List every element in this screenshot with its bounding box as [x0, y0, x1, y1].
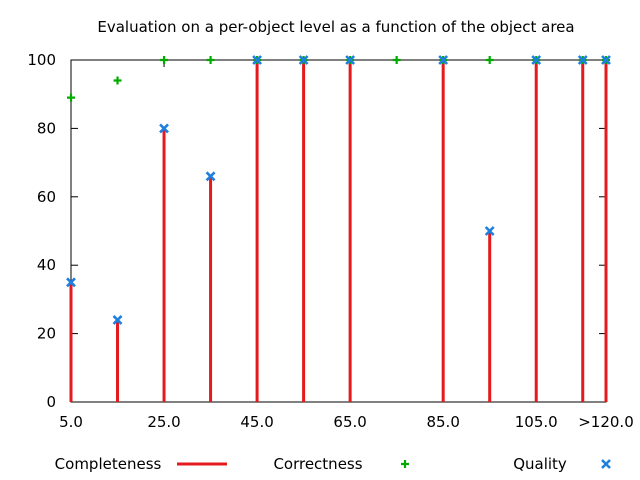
impulses — [69, 60, 608, 402]
quality-marker — [484, 226, 495, 236]
x-tick-label: 105.0 — [515, 413, 558, 431]
legend: Completeness Correctness Quality — [55, 455, 611, 473]
axis-ticks: 0 20 40 60 80 100 5.0 25.0 45.0 65.0 85.0 105.0 >120… — [27, 51, 633, 431]
quality-marker — [66, 277, 76, 288]
y-tick-label: 20 — [37, 325, 56, 343]
quality-marker — [252, 55, 263, 65]
markers — [66, 55, 611, 325]
correctness-marker — [160, 56, 169, 64]
chart-title: Evaluation on a per-object level as a fu… — [97, 18, 574, 36]
quality-marker — [298, 55, 309, 65]
x-tick-label: 65.0 — [333, 413, 366, 431]
y-tick-label: 60 — [37, 188, 56, 206]
quality-marker — [159, 123, 169, 134]
legend-label-quality: Quality — [513, 455, 567, 473]
legend-label-correctness: Correctness — [273, 455, 362, 473]
y-tick-label: 40 — [37, 256, 56, 274]
quality-marker — [577, 55, 588, 65]
legend-swatch-correctness — [401, 460, 409, 468]
y-tick-label: 100 — [27, 51, 56, 69]
legend-label-completeness: Completeness — [55, 455, 162, 473]
x-tick-label: 25.0 — [147, 413, 180, 431]
x-tick-label: >120.0 — [578, 413, 634, 431]
y-tick-label: 0 — [46, 393, 56, 411]
correctness-marker — [113, 76, 122, 85]
x-tick-label: 45.0 — [240, 413, 273, 431]
legend-swatch-quality — [601, 459, 611, 469]
plot-frame — [70, 59, 607, 403]
correctness-marker — [67, 93, 75, 102]
x-tick-label: 85.0 — [426, 413, 459, 431]
x-tick-label: 5.0 — [59, 413, 83, 431]
quality-marker — [438, 55, 449, 65]
quality-marker — [112, 315, 123, 325]
correctness-marker — [206, 56, 215, 64]
correctness-marker — [485, 56, 494, 64]
correctness-marker — [392, 56, 401, 64]
quality-marker — [345, 55, 356, 65]
quality-marker — [601, 55, 611, 65]
y-tick-label: 80 — [37, 119, 56, 137]
quality-marker — [205, 171, 216, 182]
quality-marker — [531, 55, 542, 65]
